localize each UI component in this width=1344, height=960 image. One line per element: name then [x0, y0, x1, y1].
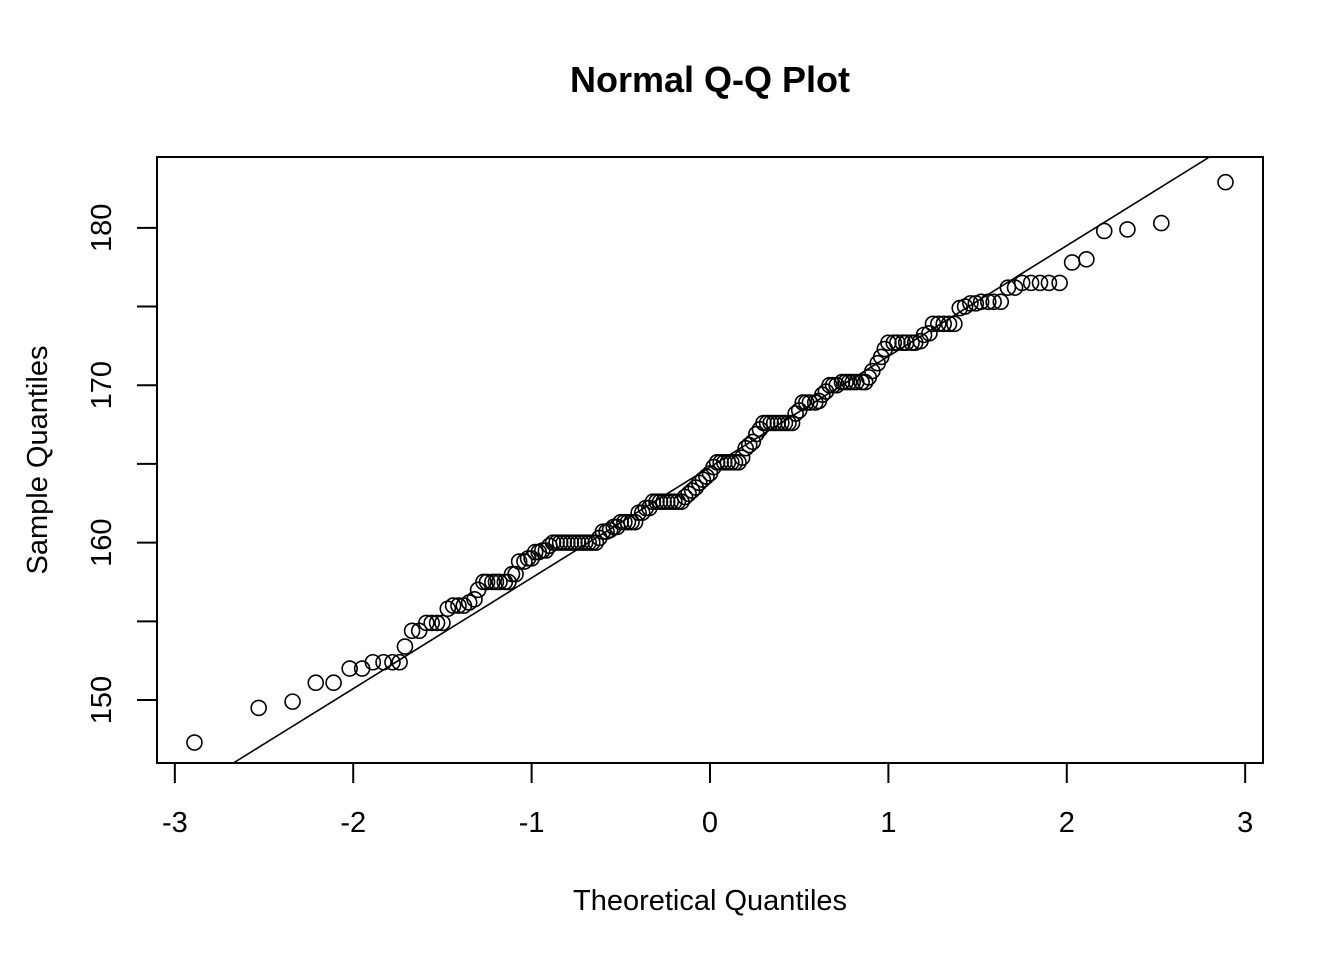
- data-point: [903, 334, 920, 352]
- data-point: [885, 334, 903, 352]
- data-point: [935, 315, 952, 333]
- data-point: [284, 693, 301, 710]
- data-point: [478, 573, 496, 591]
- data-point: [940, 315, 958, 333]
- data-point: [619, 513, 637, 531]
- data-point: [1022, 274, 1040, 292]
- data-point: [801, 394, 819, 411]
- y-axis-label: Sample Quantiles: [22, 346, 54, 575]
- data-point: [776, 414, 794, 432]
- data-point: [666, 493, 683, 511]
- data-point: [956, 298, 974, 315]
- data-point: [516, 553, 533, 570]
- data-point: [307, 674, 325, 692]
- data-point: [821, 376, 838, 394]
- data-point: [1078, 251, 1095, 268]
- data-point: [450, 597, 467, 614]
- data-point: [992, 293, 1010, 311]
- data-point: [487, 573, 505, 591]
- data-point: [503, 565, 521, 583]
- data-point: [491, 573, 508, 591]
- data-point: [1040, 274, 1058, 292]
- data-point: [250, 699, 267, 717]
- x-tick-label: -3: [162, 807, 188, 839]
- data-point: [1153, 214, 1170, 232]
- data-point: [783, 414, 801, 432]
- data-point: [962, 295, 979, 312]
- data-point: [798, 394, 815, 411]
- data-point: [894, 334, 911, 352]
- y-axis: 150 160 170 180: [86, 204, 158, 724]
- data-point: [475, 573, 492, 591]
- data-point: [423, 614, 441, 632]
- data-point: [730, 454, 747, 471]
- data-point: [773, 414, 790, 432]
- x-tick-label: 3: [1237, 807, 1253, 839]
- data-point: [391, 653, 408, 671]
- data-point: [921, 324, 938, 342]
- data-point: [1051, 274, 1068, 292]
- data-point: [484, 573, 501, 591]
- data-point: [1095, 222, 1113, 240]
- data-point: [740, 436, 758, 454]
- data-point: [1031, 274, 1049, 292]
- data-point: [428, 614, 446, 632]
- data-point: [364, 653, 382, 671]
- data-point: [946, 315, 963, 333]
- y-tick-label: 170: [86, 361, 118, 409]
- data-point: [616, 513, 633, 531]
- x-tick-label: -2: [340, 807, 366, 839]
- data-point: [844, 373, 862, 391]
- data-point: [972, 293, 990, 311]
- data-point: [341, 660, 358, 677]
- data-point: [510, 553, 528, 570]
- data-point: [872, 348, 890, 366]
- data-point: [744, 433, 762, 451]
- data-point: [439, 600, 457, 618]
- data-point: [186, 734, 203, 751]
- data-point: [985, 293, 1002, 311]
- data-point: [794, 394, 812, 411]
- data-point: [466, 591, 483, 608]
- data-point: [384, 653, 401, 671]
- data-point: [403, 622, 421, 640]
- chart-title: Normal Q-Q Plot: [570, 59, 850, 100]
- data-point: [434, 614, 451, 632]
- data-point: [979, 293, 997, 311]
- data-point: [601, 521, 619, 539]
- x-tick-label: 2: [1059, 807, 1075, 839]
- x-tick-label: 1: [880, 807, 896, 839]
- x-axis-label: Theoretical Quantiles: [573, 885, 847, 917]
- data-point: [325, 674, 342, 692]
- data-point: [824, 376, 842, 394]
- x-tick-label: -1: [519, 807, 545, 839]
- x-tick-label: 0: [702, 807, 718, 839]
- y-tick-label: 160: [86, 518, 118, 566]
- data-point: [924, 315, 942, 333]
- data-point: [418, 614, 435, 632]
- data-point: [1217, 173, 1234, 191]
- data-point: [375, 653, 392, 671]
- data-point: [837, 373, 854, 391]
- x-axis: -3 -2 -1 0 1 2 3: [162, 762, 1253, 839]
- plot-area: [186, 157, 1234, 763]
- data-point: [1063, 254, 1081, 271]
- data-point: [526, 543, 544, 561]
- data-point: [507, 565, 524, 583]
- data-point: [396, 638, 414, 655]
- y-tick-label: 150: [86, 676, 118, 724]
- data-point: [444, 597, 462, 614]
- data-point: [1013, 274, 1031, 292]
- data-point: [930, 315, 947, 333]
- data-point: [840, 373, 858, 391]
- y-tick-label: 180: [86, 204, 118, 252]
- data-point: [723, 454, 740, 471]
- data-point: [1119, 221, 1136, 238]
- data-point: [580, 534, 597, 551]
- data-point: [733, 449, 751, 466]
